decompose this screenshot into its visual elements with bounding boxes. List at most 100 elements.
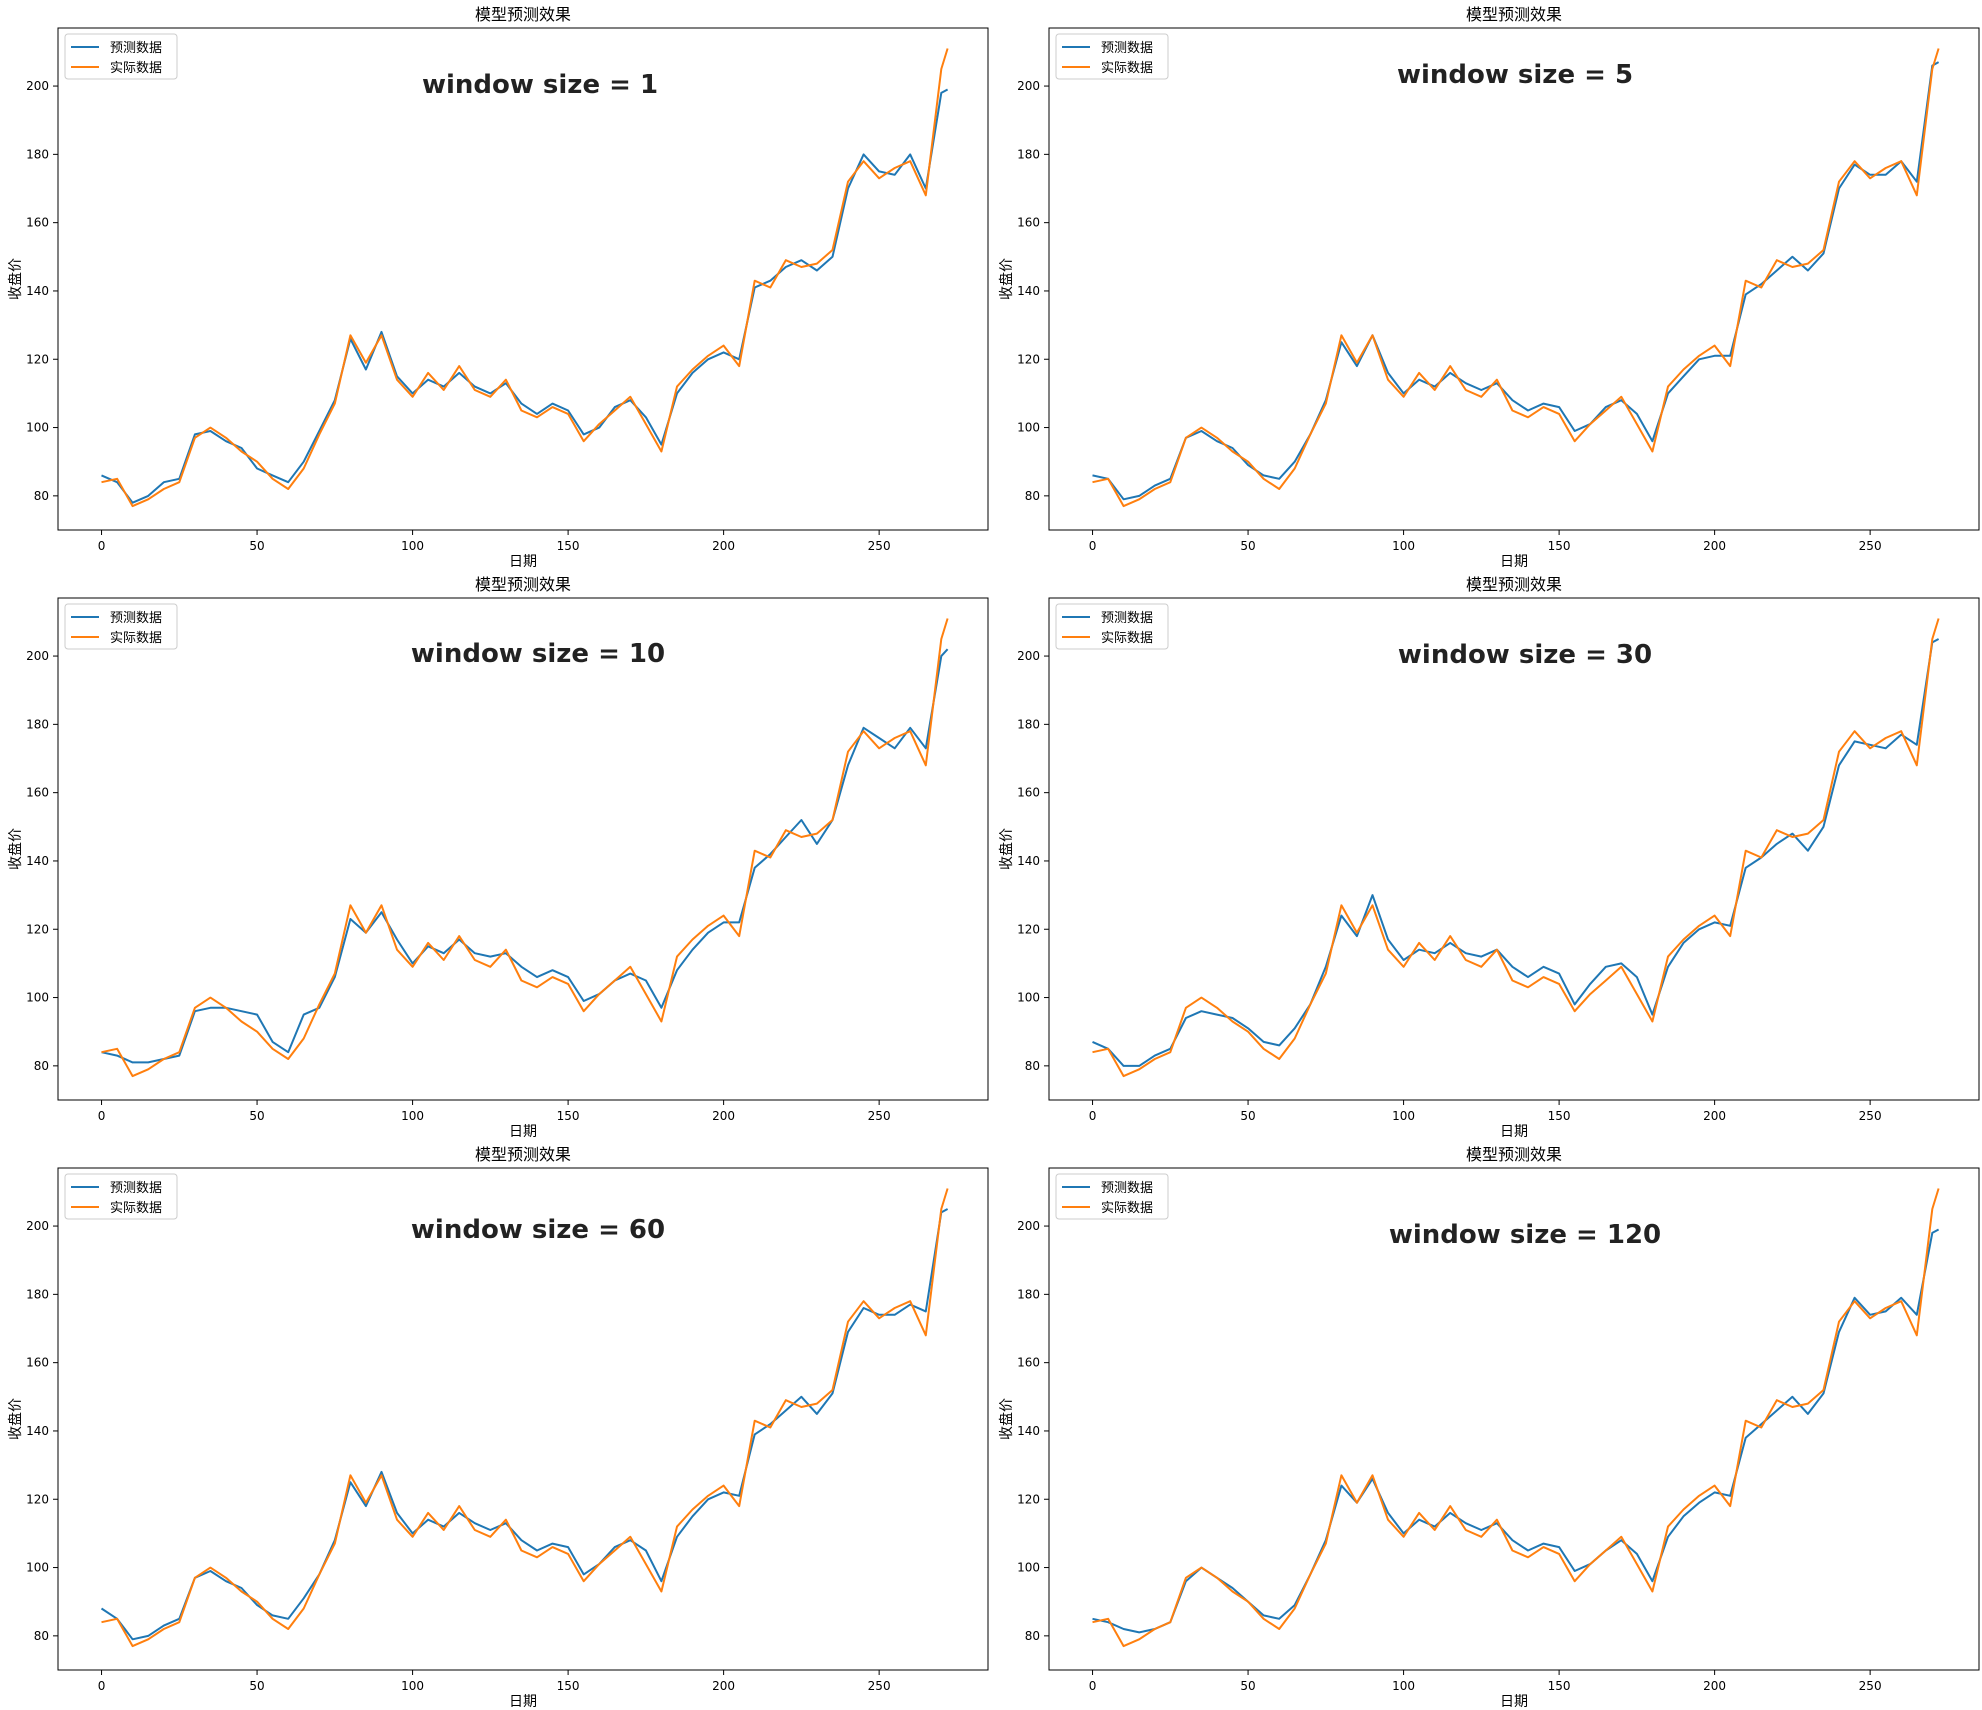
legend-actual-label: 实际数据 bbox=[110, 631, 162, 646]
predicted-series-line bbox=[101, 88, 949, 504]
y-tick-label: 180 bbox=[26, 147, 49, 161]
y-axis-label: 收盘价 bbox=[998, 258, 1015, 300]
chart-svg: 模型预测效果 0 50 100 150 200 250 80 100 120 140 160 180 20… bbox=[7, 575, 989, 1140]
x-tick-label: 250 bbox=[1859, 1109, 1882, 1123]
chart-title: 模型预测效果 bbox=[475, 5, 571, 24]
y-tick-label: 80 bbox=[1025, 1629, 1040, 1643]
x-tick-label: 50 bbox=[1240, 1109, 1255, 1123]
x-tick-label: 50 bbox=[1240, 539, 1255, 553]
window-size-annotation: window size = 10 bbox=[411, 639, 665, 669]
axes-frame bbox=[57, 27, 989, 531]
legend-predicted-label: 预测数据 bbox=[1101, 611, 1153, 626]
y-tick-label: 120 bbox=[1017, 922, 1040, 936]
x-tick-label: 100 bbox=[401, 539, 424, 553]
window-size-annotation: window size = 30 bbox=[1398, 640, 1652, 670]
x-tick-label: 50 bbox=[249, 539, 264, 553]
y-axis-label: 收盘价 bbox=[998, 828, 1015, 870]
x-tick-label: 0 bbox=[1089, 1679, 1097, 1693]
window-size-annotation: window size = 120 bbox=[1389, 1220, 1661, 1250]
window-size-annotation: window size = 1 bbox=[422, 70, 658, 100]
x-tick-label: 150 bbox=[1548, 1679, 1571, 1693]
axes-frame bbox=[1048, 597, 1980, 1101]
y-tick-label: 180 bbox=[1017, 147, 1040, 161]
series-group bbox=[1092, 618, 1940, 1078]
legend-predicted-label: 预测数据 bbox=[110, 611, 162, 626]
x-tick-label: 250 bbox=[868, 539, 891, 553]
legend-actual-label: 实际数据 bbox=[110, 1201, 162, 1216]
y-tick-label: 120 bbox=[26, 352, 49, 366]
chart-svg: 模型预测效果 0 50 100 150 200 250 80 100 120 140 160 180 20… bbox=[998, 1145, 1980, 1710]
x-axis-label: 日期 bbox=[1500, 1124, 1528, 1140]
chart-svg: 模型预测效果 0 50 100 150 200 250 80 100 120 140 160 180 20… bbox=[7, 5, 989, 570]
x-tick-label: 0 bbox=[98, 1679, 106, 1693]
y-tick-label: 200 bbox=[26, 649, 49, 663]
y-axis-label: 收盘价 bbox=[7, 1398, 24, 1440]
actual-series-line bbox=[101, 618, 949, 1078]
x-tick-label: 100 bbox=[1392, 539, 1415, 553]
y-tick-label: 140 bbox=[26, 854, 49, 868]
x-tick-label: 100 bbox=[401, 1109, 424, 1123]
y-tick-label: 180 bbox=[26, 717, 49, 731]
legend-actual-label: 实际数据 bbox=[1101, 631, 1153, 646]
x-tick-label: 100 bbox=[401, 1679, 424, 1693]
actual-series-line bbox=[1092, 1188, 1940, 1648]
legend-actual-label: 实际数据 bbox=[1101, 61, 1153, 76]
y-axis-label: 收盘价 bbox=[7, 828, 24, 870]
y-tick-label: 160 bbox=[1017, 1356, 1040, 1370]
x-tick-label: 200 bbox=[712, 1679, 735, 1693]
subplot-2: 模型预测效果 0 50 100 150 200 250 80 100 120 140 160 180 20… bbox=[991, 0, 1982, 570]
x-tick-label: 0 bbox=[1089, 1109, 1097, 1123]
y-tick-label: 80 bbox=[34, 1059, 49, 1073]
y-tick-label: 120 bbox=[26, 922, 49, 936]
chart-title: 模型预测效果 bbox=[1466, 5, 1562, 24]
x-tick-label: 50 bbox=[1240, 1679, 1255, 1693]
axes-frame bbox=[57, 597, 989, 1101]
y-tick-label: 200 bbox=[1017, 1219, 1040, 1233]
chart-title: 模型预测效果 bbox=[1466, 1145, 1562, 1164]
subplot-4: 模型预测效果 0 50 100 150 200 250 80 100 120 140 160 180 20… bbox=[991, 570, 1982, 1140]
x-tick-label: 200 bbox=[1703, 1679, 1726, 1693]
x-axis-label: 日期 bbox=[509, 1124, 537, 1140]
legend-actual-label: 实际数据 bbox=[1101, 1201, 1153, 1216]
chart-title: 模型预测效果 bbox=[475, 575, 571, 594]
y-tick-label: 160 bbox=[26, 216, 49, 230]
x-tick-label: 250 bbox=[868, 1109, 891, 1123]
axes-frame bbox=[1048, 27, 1980, 531]
x-axis-label: 日期 bbox=[1500, 554, 1528, 570]
chart-svg: 模型预测效果 0 50 100 150 200 250 80 100 120 140 160 180 20… bbox=[998, 5, 1980, 570]
x-tick-label: 50 bbox=[249, 1109, 264, 1123]
y-tick-label: 160 bbox=[1017, 216, 1040, 230]
series-group bbox=[101, 48, 949, 508]
y-tick-label: 100 bbox=[26, 1561, 49, 1575]
legend-actual-label: 实际数据 bbox=[110, 61, 162, 76]
x-tick-label: 150 bbox=[557, 1109, 580, 1123]
y-tick-label: 80 bbox=[1025, 1059, 1040, 1073]
x-tick-label: 150 bbox=[557, 539, 580, 553]
y-tick-label: 100 bbox=[1017, 1561, 1040, 1575]
axes-frame bbox=[57, 1167, 989, 1671]
y-tick-label: 100 bbox=[1017, 421, 1040, 435]
x-tick-label: 100 bbox=[1392, 1109, 1415, 1123]
x-tick-label: 200 bbox=[1703, 1109, 1726, 1123]
actual-series-line bbox=[101, 48, 949, 508]
subplot-3: 模型预测效果 0 50 100 150 200 250 80 100 120 140 160 180 20… bbox=[0, 570, 991, 1140]
y-tick-label: 100 bbox=[26, 991, 49, 1005]
y-tick-label: 200 bbox=[1017, 649, 1040, 663]
x-tick-label: 150 bbox=[557, 1679, 580, 1693]
subplot-5: 模型预测效果 0 50 100 150 200 250 80 100 120 140 160 180 20… bbox=[0, 1140, 991, 1710]
subplot-6: 模型预测效果 0 50 100 150 200 250 80 100 120 140 160 180 20… bbox=[991, 1140, 1982, 1710]
y-tick-label: 120 bbox=[1017, 1492, 1040, 1506]
series-group bbox=[1092, 48, 1940, 508]
actual-series-line bbox=[1092, 48, 1940, 508]
y-tick-label: 200 bbox=[26, 1219, 49, 1233]
x-tick-label: 250 bbox=[868, 1679, 891, 1693]
y-tick-label: 140 bbox=[1017, 284, 1040, 298]
x-tick-label: 0 bbox=[98, 539, 106, 553]
chart-title: 模型预测效果 bbox=[475, 1145, 571, 1164]
